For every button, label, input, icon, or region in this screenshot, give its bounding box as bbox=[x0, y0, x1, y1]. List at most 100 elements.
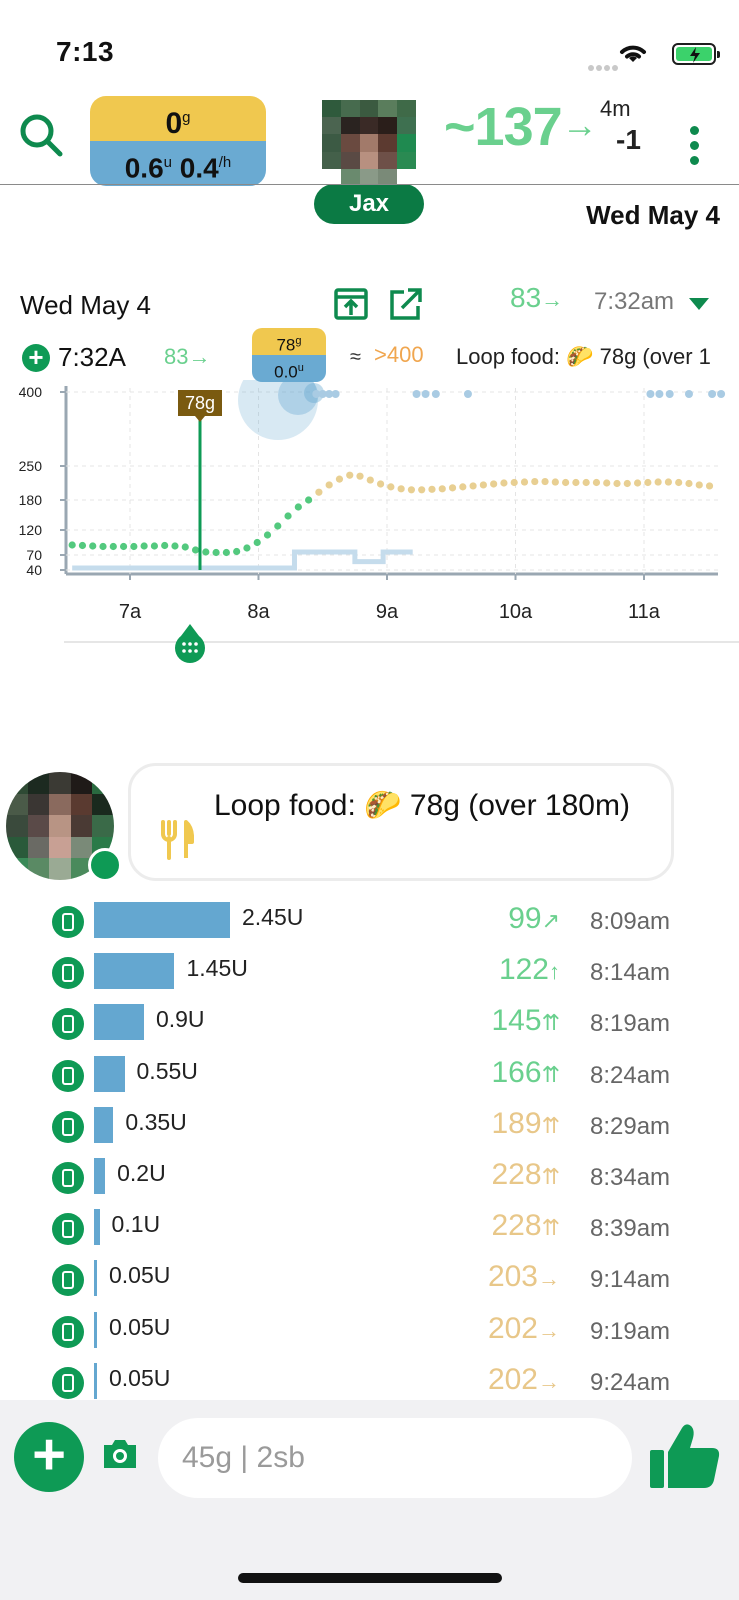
bolus-amount: 0.2U bbox=[117, 1160, 166, 1186]
trend-arrow-icon: ⇈ bbox=[541, 1061, 560, 1087]
y-tick-label: 250 bbox=[19, 458, 43, 474]
bolus-row[interactable]: 0.05U 202→ 9:24am bbox=[0, 1362, 739, 1407]
y-tick-label: 400 bbox=[19, 384, 43, 400]
chevron-down-icon[interactable] bbox=[689, 298, 709, 310]
scrubber-handle[interactable] bbox=[64, 624, 739, 663]
basal-line bbox=[72, 549, 413, 571]
bolus-row[interactable]: 0.35U 189⇈ 8:29am bbox=[0, 1106, 739, 1151]
glucose-point bbox=[253, 538, 261, 547]
bolus-amount: 0.1U bbox=[111, 1211, 161, 1238]
bolus-row[interactable]: 0.2U 228⇈ 8:34am bbox=[0, 1158, 739, 1202]
more-menu-icon[interactable] bbox=[690, 126, 700, 166]
camera-icon[interactable] bbox=[100, 1436, 140, 1472]
entry-input[interactable] bbox=[158, 1418, 632, 1498]
glucose-point bbox=[633, 479, 642, 487]
bolus-glucose: 145⇈ bbox=[470, 1004, 561, 1038]
bolus-row[interactable]: 1.45U 122↑ 8:14am bbox=[0, 953, 739, 997]
basal-rate: 0.4 bbox=[179, 152, 219, 184]
food-entry-bubble[interactable] bbox=[128, 763, 674, 881]
glucose-point bbox=[274, 522, 282, 530]
signal-icon bbox=[588, 58, 622, 71]
glucose-point bbox=[490, 480, 498, 488]
bolus-row[interactable]: 0.1U 228⇈ 8:39am bbox=[0, 1209, 739, 1253]
carbs-value: 0 bbox=[165, 107, 183, 140]
bolus-glucose-value: 122 bbox=[498, 953, 549, 987]
search-icon[interactable] bbox=[18, 112, 64, 158]
basal-unit: /h bbox=[218, 154, 232, 171]
glucose-point bbox=[233, 547, 241, 556]
bolus-time: 8:39am bbox=[590, 1215, 671, 1243]
approx-symbol: ≈ bbox=[350, 346, 361, 368]
glucose-point bbox=[654, 478, 662, 486]
user-name-pill[interactable]: Jax bbox=[314, 184, 424, 224]
bolus-glucose: 228⇈ bbox=[470, 1209, 561, 1243]
trend-arrow-icon: → bbox=[538, 1266, 560, 1292]
predicted-glucose: >400 bbox=[374, 342, 424, 367]
add-button[interactable]: + bbox=[14, 1422, 84, 1492]
trend-arrow-icon: ⇈ bbox=[541, 1112, 560, 1138]
bolus-glucose: 202→ bbox=[470, 1312, 560, 1346]
bolus-glucose: 166⇈ bbox=[470, 1056, 561, 1090]
glucose-point bbox=[284, 512, 292, 520]
bolus-row[interactable]: 2.45U 99↗ 8:09am bbox=[0, 902, 739, 946]
glucose-point bbox=[346, 471, 354, 479]
chart-actions bbox=[334, 288, 422, 320]
iob-unit: u bbox=[163, 154, 173, 171]
trend-arrow-icon: ⇈ bbox=[541, 1215, 560, 1241]
high-glucose-point bbox=[463, 390, 472, 398]
trend-arrow-icon: → bbox=[538, 1368, 560, 1394]
add-icon[interactable]: + bbox=[22, 344, 50, 372]
glucose-point bbox=[294, 503, 302, 511]
avatar[interactable] bbox=[322, 100, 416, 186]
selected-insulin-unit: u bbox=[297, 362, 304, 374]
high-glucose-point bbox=[684, 390, 693, 398]
glucose-point bbox=[397, 485, 405, 493]
bolus-amount: 0.55U bbox=[136, 1057, 198, 1084]
bolus-time: 8:19am bbox=[590, 1010, 671, 1038]
bolus-glucose-value: 202 bbox=[487, 1311, 538, 1345]
bolus-time: 8:29am bbox=[590, 1112, 671, 1140]
share-icon[interactable] bbox=[334, 288, 368, 320]
bolus-amount: 0.35U bbox=[125, 1108, 187, 1135]
glucose-point bbox=[510, 478, 518, 487]
bolus-row[interactable]: 0.9U 145⇈ 8:19am bbox=[0, 1004, 739, 1048]
thumbs-up-icon[interactable] bbox=[650, 1422, 720, 1490]
glucose-point bbox=[603, 479, 611, 487]
bolus-row[interactable]: 0.55U 166⇈ 8:24am bbox=[0, 1055, 739, 1100]
bolus-glucose-value: 202 bbox=[487, 1362, 538, 1396]
phone-icon bbox=[52, 906, 84, 938]
carb-marker-label: 78g bbox=[185, 393, 215, 413]
iob-cob-card[interactable]: 0g 0.6u 0.4/h bbox=[90, 96, 266, 186]
insulin-on-board: 0.6u 0.4/h bbox=[90, 141, 266, 186]
current-glucose[interactable]: ~137→ bbox=[444, 96, 598, 158]
selected-treatment-card[interactable]: 78g 0.0u bbox=[252, 328, 326, 382]
glucose-point bbox=[366, 476, 374, 484]
y-tick-label: 70 bbox=[26, 547, 42, 563]
selected-insulin-value: 0.0 bbox=[274, 362, 298, 382]
home-indicator bbox=[238, 1573, 502, 1583]
high-glucose-point bbox=[646, 390, 655, 398]
bolus-row[interactable]: 0.05U 203→ 9:14am bbox=[0, 1260, 739, 1304]
chart-trend-arrow-icon: → bbox=[541, 287, 564, 312]
bolus-time: 9:19am bbox=[590, 1317, 671, 1345]
glucose-point bbox=[685, 479, 693, 488]
phone-icon bbox=[52, 1008, 84, 1041]
high-glucose-point bbox=[412, 390, 421, 398]
phone-icon bbox=[52, 957, 84, 990]
glucose-point bbox=[613, 479, 621, 488]
glucose-point bbox=[531, 477, 539, 486]
selected-time: 7:32A bbox=[58, 342, 126, 372]
bolus-row[interactable]: 0.05U 202→ 9:19am bbox=[0, 1311, 739, 1356]
bolus-glucose-value: 189 bbox=[491, 1106, 542, 1140]
food-note: Loop food: 🌮 78g (over 180m) bbox=[214, 789, 630, 822]
glucose-point bbox=[263, 531, 272, 539]
bolus-bar bbox=[94, 1055, 125, 1092]
x-tick-label: 8a bbox=[247, 601, 270, 623]
open-external-icon[interactable] bbox=[390, 288, 422, 320]
glucose-point bbox=[68, 541, 76, 549]
glucose-point bbox=[89, 542, 97, 550]
glucose-point bbox=[181, 543, 189, 551]
glucose-value: ~137 bbox=[444, 97, 563, 157]
bolus-glucose: 189⇈ bbox=[470, 1106, 561, 1141]
